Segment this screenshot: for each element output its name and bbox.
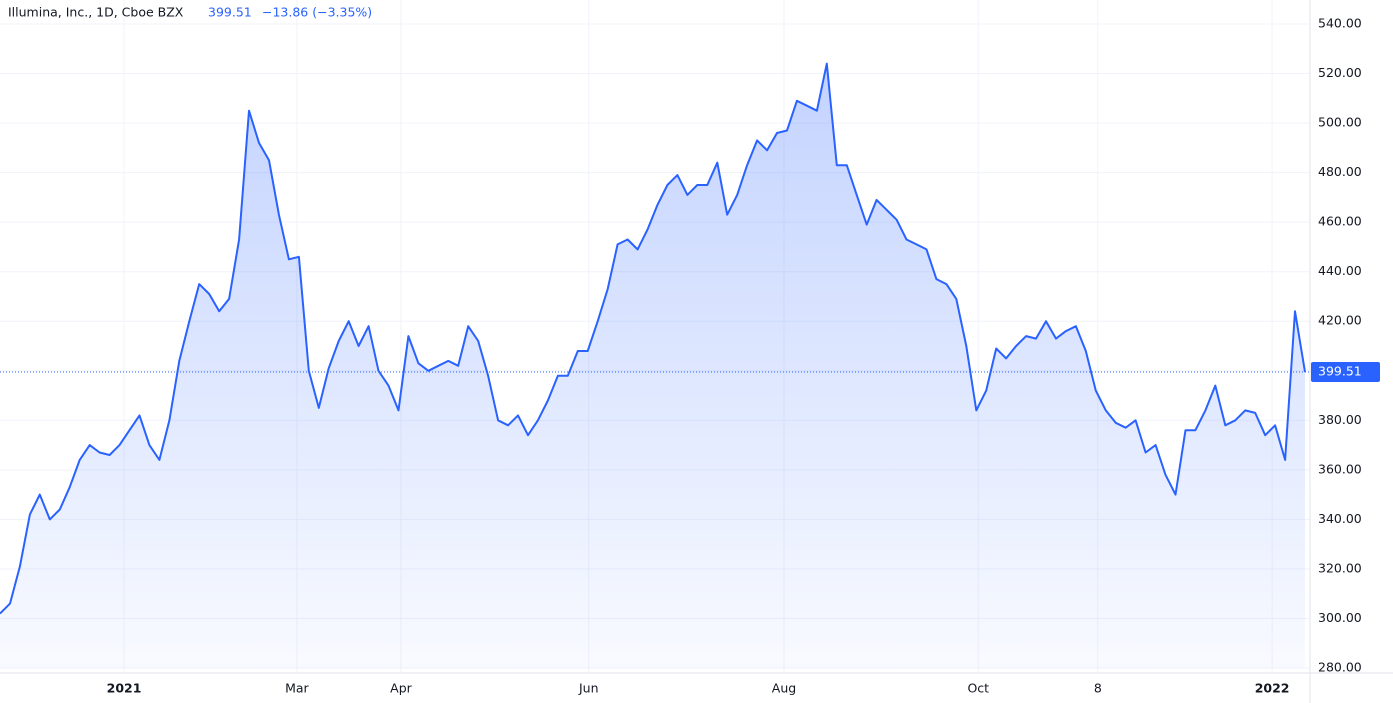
x-tick-label: Oct <box>967 681 989 696</box>
y-tick-label: 480.00 <box>1318 164 1362 179</box>
header-price: 399.51 <box>208 5 252 20</box>
chart-title: Illumina, Inc., 1D, Cboe BZX <box>8 5 184 20</box>
last-price-tag <box>1311 361 1380 382</box>
header-change: −13.86 (−3.35%) <box>262 5 372 20</box>
y-tick-label: 280.00 <box>1318 660 1362 675</box>
y-tick-label: 460.00 <box>1318 214 1362 229</box>
area <box>0 63 1305 669</box>
y-tick-label: 360.00 <box>1318 461 1362 476</box>
y-tick-label: 540.00 <box>1318 16 1362 31</box>
x-tick-label: Apr <box>390 681 412 696</box>
last-price-label: 399.51 <box>1318 363 1362 378</box>
x-tick-label: 8 <box>1094 681 1102 696</box>
price-line <box>0 62 1306 615</box>
y-tick-label: 380.00 <box>1318 412 1362 427</box>
x-tick-label: 2021 <box>107 681 142 696</box>
y-tick-label: 420.00 <box>1318 313 1362 328</box>
y-tick-label: 300.00 <box>1318 610 1362 625</box>
y-tick-label: 440.00 <box>1318 263 1362 278</box>
y-tick-label: 520.00 <box>1318 65 1362 80</box>
x-tick-label: Mar <box>285 681 309 696</box>
x-tick-label: 2022 <box>1255 681 1290 696</box>
x-tick-label: Jun <box>578 681 599 696</box>
y-tick-label: 500.00 <box>1318 115 1362 130</box>
y-tick-label: 340.00 <box>1318 511 1362 526</box>
y-tick-label: 320.00 <box>1318 560 1362 575</box>
x-tick-label: Aug <box>772 681 796 696</box>
